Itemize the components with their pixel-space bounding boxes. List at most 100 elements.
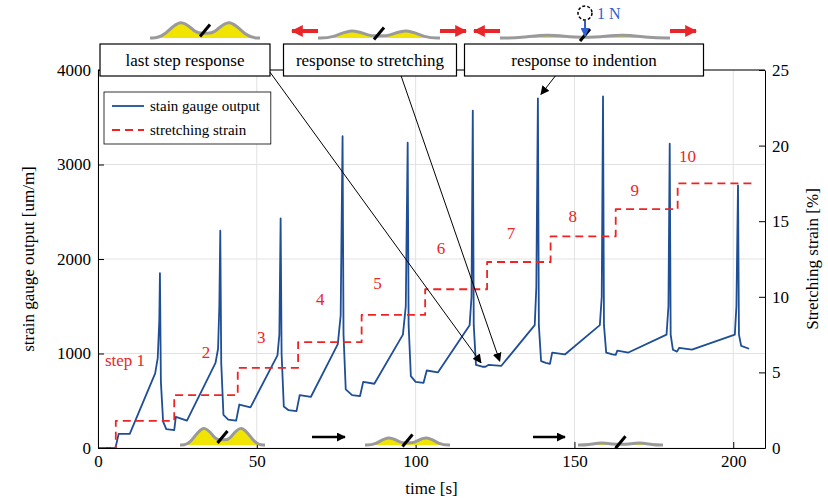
icon-sensor — [200, 25, 210, 37]
tick-label: 100 — [403, 452, 429, 471]
tick-label: 2000 — [57, 250, 91, 269]
annotation-text: response to stretching — [296, 51, 445, 70]
tick: 2000 — [57, 250, 104, 269]
grid-line — [98, 259, 765, 260]
chart: 050100150200010002000300040000510152025t… — [0, 0, 828, 503]
skin-icon — [318, 28, 440, 40]
step-label: 8 — [569, 207, 578, 226]
step-label: step 1 — [105, 351, 145, 370]
tick-label: 4000 — [57, 61, 91, 80]
legend-swatch — [112, 129, 144, 131]
tick: 100 — [403, 442, 429, 471]
indenter — [578, 6, 592, 20]
step-labels: step 1 2 3 4 5 6 7 8 9 10 — [105, 147, 696, 370]
tick-mark — [759, 448, 765, 449]
legend-label: stain gauge output — [150, 98, 261, 114]
force-label: 1 N — [597, 5, 621, 22]
stretch-arrow — [292, 29, 318, 33]
tick: 4000 — [57, 61, 104, 80]
tick-label: 10 — [772, 288, 789, 307]
skin-icon — [578, 436, 663, 448]
tick: 25 — [759, 61, 789, 80]
icon-fill — [180, 428, 265, 445]
tick-label: 15 — [772, 212, 789, 231]
stretch-arrow — [670, 29, 696, 33]
y2-axis-title: Stretching strain [%] — [803, 188, 822, 330]
x-axis-title: time [s] — [405, 479, 457, 498]
icon-skin — [180, 428, 265, 445]
step-label: 9 — [631, 181, 640, 200]
skin-icon — [365, 435, 450, 447]
annotation-box — [284, 44, 457, 76]
y2-axis: 0 5 10 15 20 25 — [759, 61, 789, 458]
tick-label: 1000 — [57, 344, 91, 363]
stretch-arrow — [474, 29, 500, 33]
tick-mark — [574, 442, 575, 448]
stretch-arrow — [440, 29, 466, 33]
step-label: 7 — [507, 224, 516, 243]
icon-sensor — [218, 431, 228, 443]
tick-label: 50 — [249, 452, 266, 471]
tick-mark — [98, 165, 104, 166]
step-label: 10 — [679, 147, 696, 166]
annotation-box — [100, 44, 270, 76]
icon-skin — [150, 23, 260, 38]
tick: 200 — [721, 442, 747, 471]
tick-mark — [98, 448, 104, 449]
annotation-box — [465, 44, 704, 76]
x-axis: 050100150200 — [94, 442, 765, 471]
tick-label: 25 — [772, 61, 789, 80]
annotation-arrow — [270, 72, 481, 363]
step-label: 6 — [437, 239, 446, 258]
force-arrow — [584, 21, 586, 36]
tick-mark — [759, 70, 765, 71]
tick: 20 — [759, 137, 789, 156]
annotation: response to indention — [465, 44, 704, 76]
sequence-arrow — [533, 436, 565, 439]
tick-mark — [98, 354, 104, 355]
tick: 5 — [759, 363, 781, 382]
legend-label: stretching strain — [150, 122, 247, 138]
annotation: response to stretching — [284, 44, 457, 76]
sequence-arrow — [312, 436, 345, 439]
grid — [98, 70, 765, 448]
skin-icon — [150, 23, 260, 38]
tick: 1000 — [57, 344, 104, 363]
tick-label: 0 — [772, 439, 781, 458]
legend: stain gauge output stretching strain — [104, 92, 271, 144]
y2-axis-line — [765, 71, 766, 449]
y-axis-title: strain gauge output [um/m] — [19, 166, 38, 352]
tick-label: 5 — [772, 363, 781, 382]
annotation-arrow — [541, 76, 555, 94]
tick-label: 200 — [721, 452, 747, 471]
tick-mark — [759, 146, 765, 147]
tick-mark — [733, 442, 734, 448]
tick-mark — [759, 221, 765, 222]
icon-sensor — [403, 435, 413, 447]
annotation-text: response to indention — [511, 51, 657, 70]
legend-swatch — [112, 105, 144, 107]
annotations: last step response response to stretching… — [100, 44, 704, 363]
tick: 10 — [759, 288, 789, 307]
tick-mark — [98, 259, 104, 260]
tick: 0 — [759, 439, 781, 458]
step-label: 5 — [373, 274, 382, 293]
step-label: 2 — [202, 343, 211, 362]
step-label: 4 — [316, 290, 325, 309]
tick-mark — [759, 297, 765, 298]
grid-line — [98, 353, 765, 354]
step-label: 3 — [257, 328, 266, 347]
annotation: last step response — [100, 44, 270, 76]
annotation-text: last step response — [126, 51, 245, 70]
grid-line — [98, 448, 765, 449]
tick-mark — [759, 372, 765, 373]
annotation-arrow — [401, 76, 500, 361]
legend-box — [104, 92, 271, 144]
y-axis: 01000200030004000 — [57, 61, 104, 458]
background — [0, 0, 828, 503]
x-axis-line — [99, 448, 766, 449]
tick-label: 0 — [83, 439, 92, 458]
skin-icon — [180, 428, 265, 445]
tick-label: 150 — [562, 452, 588, 471]
data-line — [98, 183, 752, 448]
